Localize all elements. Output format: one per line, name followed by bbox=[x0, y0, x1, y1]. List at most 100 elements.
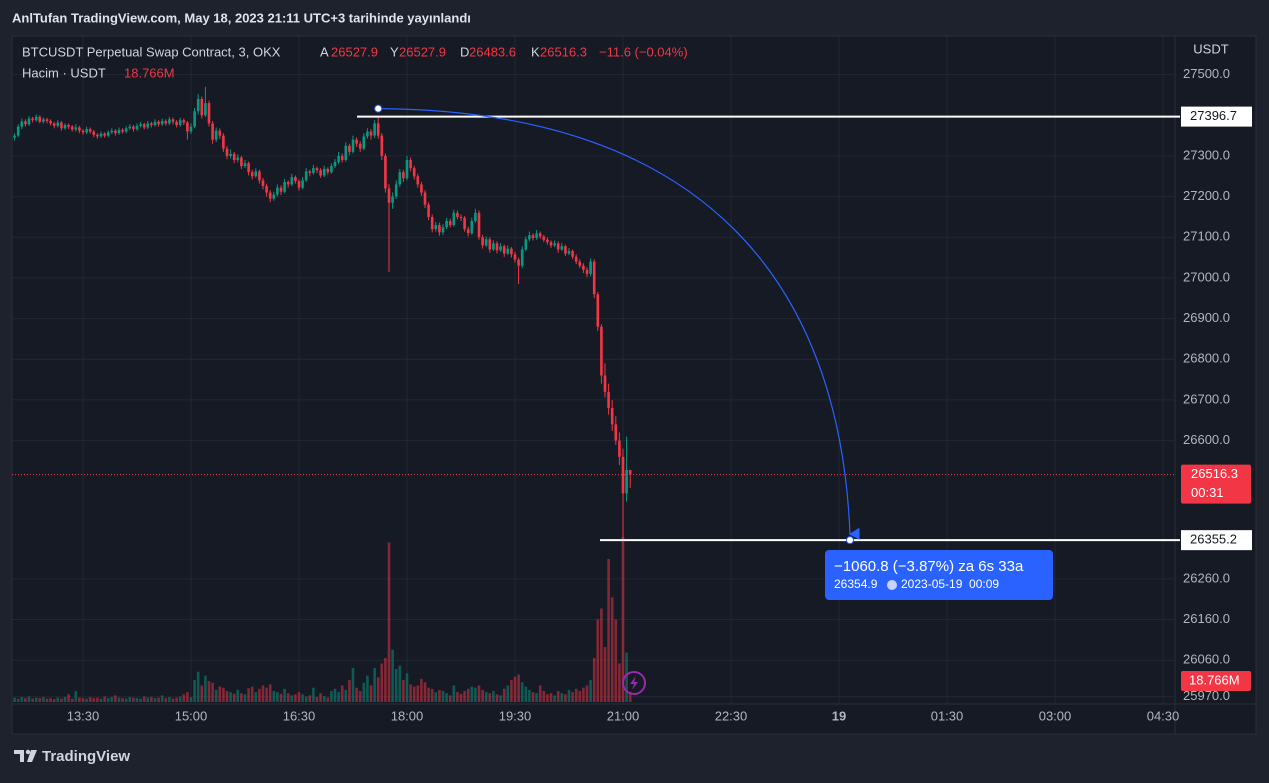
volume-bar bbox=[312, 687, 315, 702]
candle-body bbox=[384, 155, 387, 189]
volume-bar bbox=[531, 692, 535, 702]
candle-body bbox=[13, 135, 16, 138]
volume-bar bbox=[538, 685, 542, 702]
volume-bar bbox=[351, 667, 355, 702]
low-label: 26355.2 bbox=[1190, 532, 1237, 547]
volume-bar bbox=[571, 692, 574, 702]
candle-body bbox=[416, 176, 420, 185]
volume-bar bbox=[470, 686, 474, 702]
candle-body bbox=[135, 125, 139, 130]
volume-bar bbox=[502, 688, 506, 702]
candle-body bbox=[618, 440, 621, 457]
candle-body bbox=[351, 139, 355, 152]
candle-body bbox=[592, 261, 596, 295]
candle-body bbox=[556, 243, 560, 250]
volume-bar bbox=[254, 692, 258, 702]
candle-body bbox=[355, 139, 358, 144]
candle-body bbox=[52, 123, 56, 126]
volume-bar bbox=[409, 684, 412, 702]
candle-body bbox=[121, 129, 124, 132]
volume-bar bbox=[517, 674, 520, 702]
volume-bar bbox=[607, 559, 610, 702]
volume-bar bbox=[366, 675, 369, 702]
candle-body bbox=[398, 172, 402, 185]
volume-bar bbox=[261, 685, 265, 702]
volume-bar bbox=[355, 687, 358, 702]
candle-body bbox=[67, 125, 70, 127]
ohlc-key: D bbox=[460, 44, 469, 59]
candle-body bbox=[391, 196, 394, 203]
y-tick-label: 26260.0 bbox=[1183, 570, 1230, 585]
candle-body bbox=[524, 239, 528, 250]
volume-bar bbox=[423, 682, 427, 702]
volume-bar bbox=[225, 691, 229, 702]
volume-bar bbox=[232, 693, 236, 702]
ohlc-value: 26527.9 bbox=[331, 44, 378, 59]
candle-body bbox=[171, 119, 175, 122]
candle-body bbox=[124, 128, 128, 132]
volume-bar bbox=[373, 667, 376, 702]
candle-body bbox=[200, 99, 204, 116]
volume-bar bbox=[610, 597, 614, 702]
candle-body bbox=[358, 143, 362, 149]
candle-body bbox=[531, 235, 535, 239]
volume-bar bbox=[20, 697, 24, 702]
volume-bar bbox=[193, 680, 196, 702]
high-label-box bbox=[1181, 106, 1252, 127]
price-unit: USDT bbox=[1193, 41, 1228, 56]
volume-bar bbox=[258, 688, 261, 702]
candle-body bbox=[232, 153, 236, 160]
candle-body bbox=[610, 408, 614, 425]
current-price-box bbox=[1181, 464, 1251, 504]
volume-bar bbox=[67, 694, 70, 702]
x-tick-label: 15:00 bbox=[175, 708, 208, 723]
volume-bar bbox=[132, 697, 135, 702]
volume-bar bbox=[384, 658, 387, 702]
volume-bar bbox=[164, 698, 168, 702]
ohlc-key: K bbox=[531, 44, 540, 59]
volume-bar bbox=[574, 688, 578, 702]
volume-bar bbox=[114, 695, 117, 702]
volume-bar bbox=[283, 688, 286, 702]
volume-bar bbox=[520, 682, 524, 702]
volume-bar bbox=[78, 697, 81, 702]
y-tick-label: 26800.0 bbox=[1183, 351, 1230, 366]
volume-bar bbox=[200, 685, 204, 702]
volume-bar bbox=[578, 691, 582, 702]
candle-body bbox=[510, 248, 513, 255]
volume-bar bbox=[430, 688, 434, 702]
volume-bar bbox=[128, 697, 132, 702]
candle-body bbox=[99, 133, 103, 137]
volume-bar bbox=[186, 692, 189, 702]
candle-body bbox=[466, 229, 470, 234]
candle-body bbox=[578, 261, 582, 266]
volume-bar bbox=[398, 665, 402, 702]
candle-body bbox=[60, 122, 63, 129]
volume-bar bbox=[240, 693, 243, 702]
x-tick-label: 01:30 bbox=[931, 708, 964, 723]
volume-bar bbox=[272, 691, 276, 702]
volume-bar bbox=[142, 696, 146, 702]
y-tick-label: 27300.0 bbox=[1183, 147, 1230, 162]
volume-bar bbox=[27, 696, 31, 702]
volume-bar bbox=[121, 698, 124, 702]
volume-bar bbox=[376, 677, 380, 702]
volume-bar bbox=[441, 691, 445, 702]
candle-body bbox=[240, 157, 243, 167]
countdown: 00:31 bbox=[1191, 485, 1224, 500]
y-tick-label: 27100.0 bbox=[1183, 229, 1230, 244]
candle-body bbox=[250, 172, 254, 177]
measure-price: 26354.9 bbox=[834, 577, 878, 591]
volume-bar bbox=[31, 698, 34, 702]
volume-bar bbox=[153, 698, 157, 702]
candle-body bbox=[423, 192, 427, 205]
candle-body bbox=[110, 130, 114, 133]
candle-body bbox=[279, 187, 283, 192]
volume-bar bbox=[445, 693, 448, 702]
candle-body bbox=[117, 129, 121, 134]
volume-bar bbox=[42, 697, 45, 702]
candle-body bbox=[236, 157, 240, 160]
candle-body bbox=[520, 249, 524, 266]
